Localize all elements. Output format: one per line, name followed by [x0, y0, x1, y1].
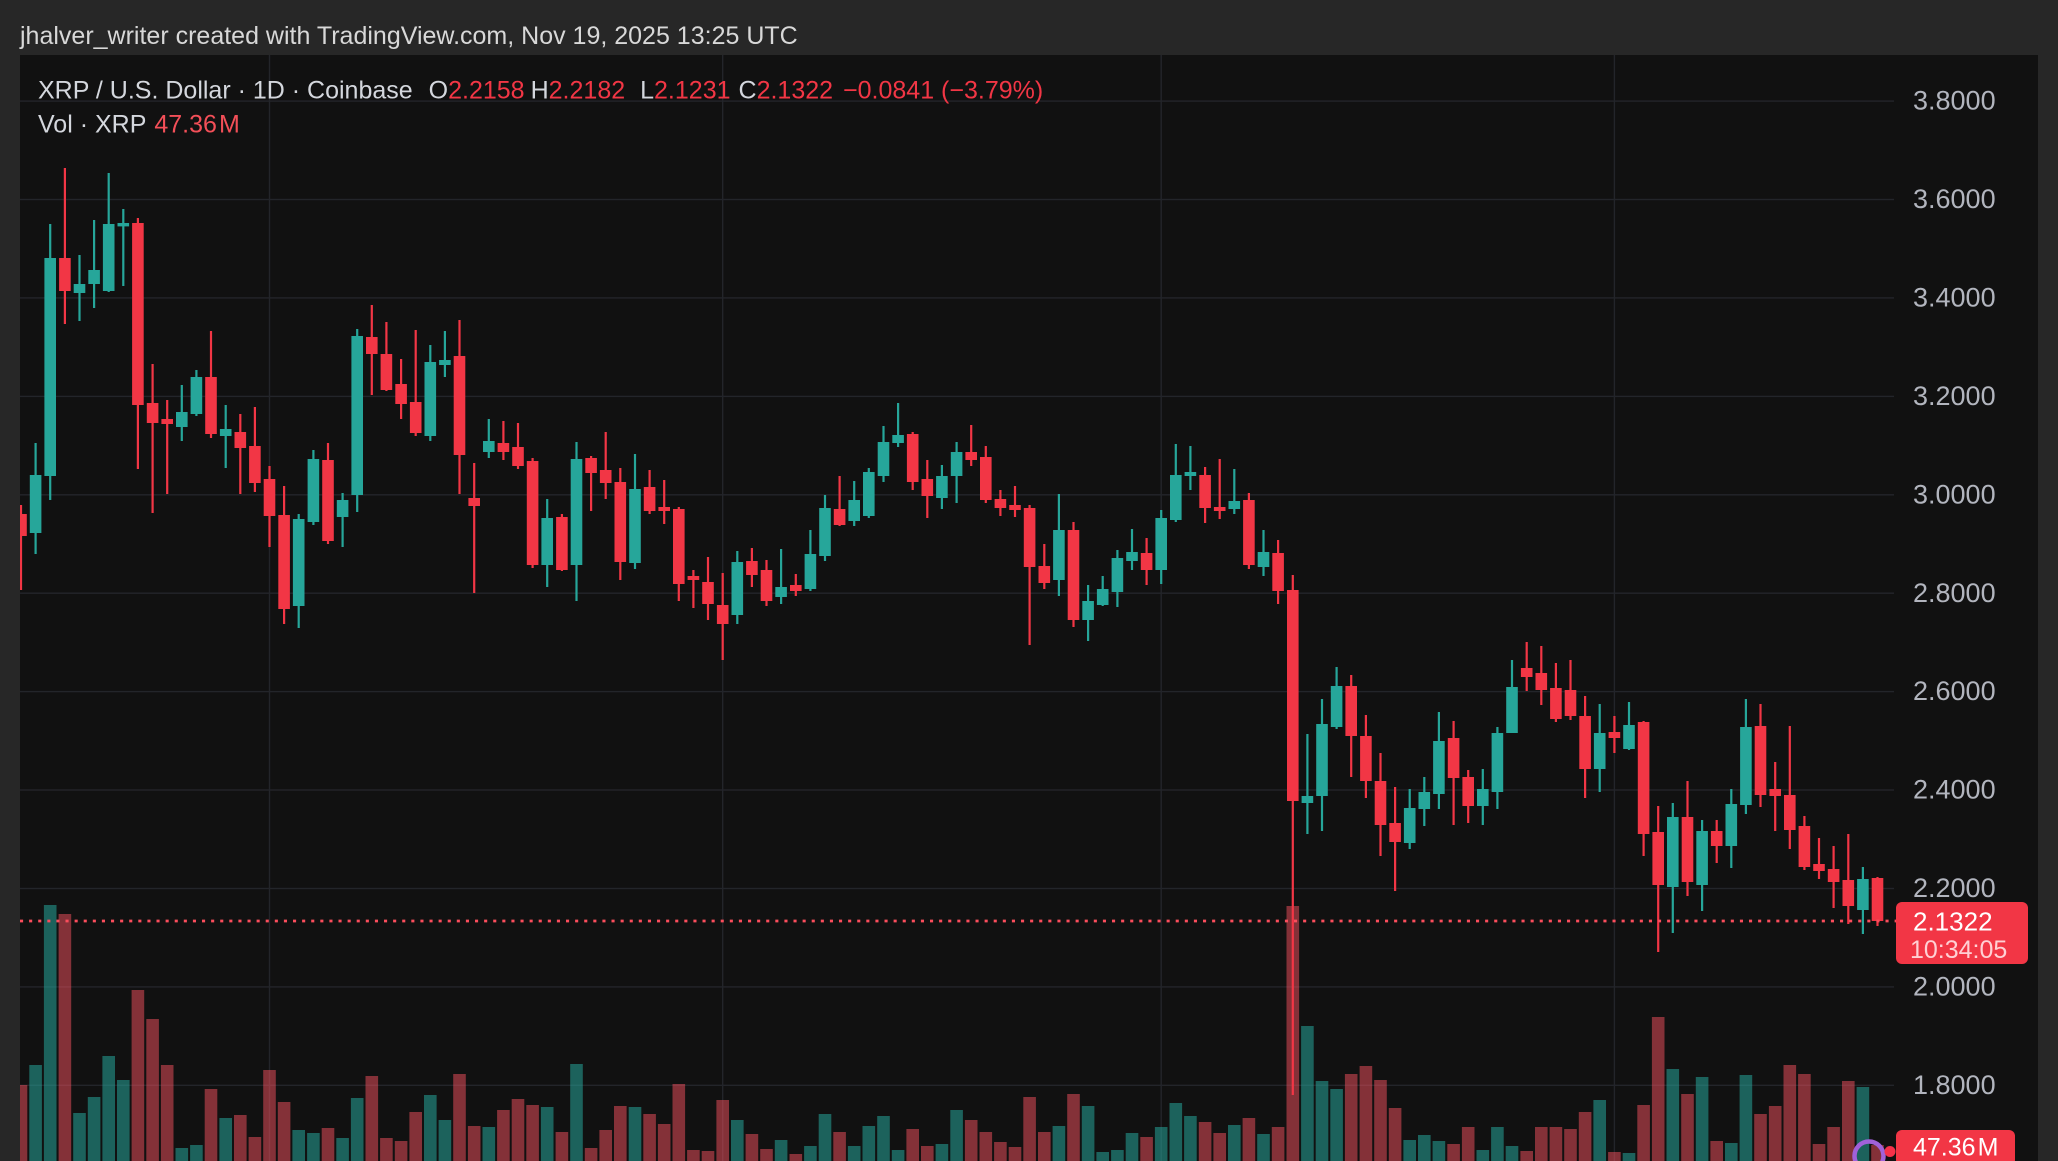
- svg-text:2.2000: 2.2000: [1913, 873, 1996, 903]
- svg-text:3.2000: 3.2000: [1913, 381, 1996, 411]
- svg-text:XRP / U.S. Dollar · 1D · Coinb: XRP / U.S. Dollar · 1D · Coinbase O2.2158…: [38, 77, 1043, 105]
- svg-text:3.6000: 3.6000: [1913, 184, 1996, 214]
- svg-text:2.1322: 2.1322: [1913, 907, 1993, 937]
- svg-text:1.8000: 1.8000: [1913, 1070, 1996, 1100]
- svg-text:10:34:05: 10:34:05: [1910, 936, 2007, 964]
- svg-text:2.6000: 2.6000: [1913, 676, 1996, 706]
- svg-text:3.0000: 3.0000: [1913, 479, 1996, 509]
- svg-text:47.36 M: 47.36 M: [1913, 1134, 1998, 1161]
- svg-text:3.8000: 3.8000: [1913, 86, 1996, 116]
- svg-text:3.4000: 3.4000: [1913, 283, 1996, 313]
- svg-text:2.4000: 2.4000: [1913, 775, 1996, 805]
- svg-text:2.8000: 2.8000: [1913, 578, 1996, 608]
- svg-text:2.0000: 2.0000: [1913, 972, 1996, 1002]
